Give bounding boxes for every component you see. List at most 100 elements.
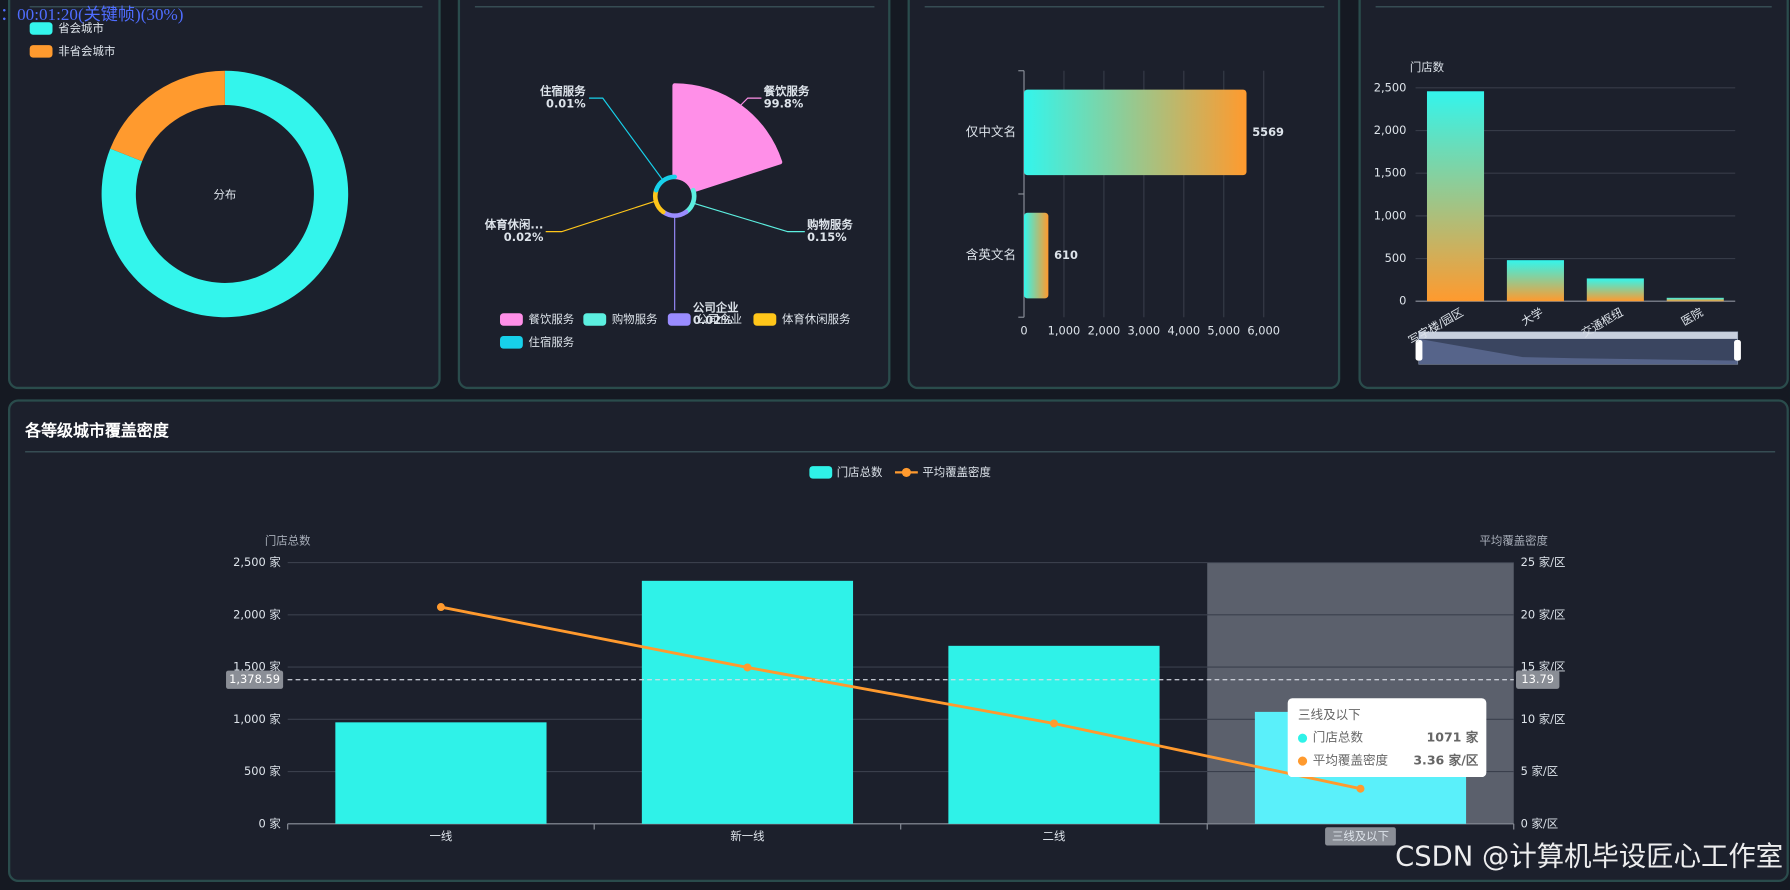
y-tick-label: 1,500 [1374, 166, 1407, 180]
x-tick-label: 2,000 [1088, 323, 1121, 337]
bar [1506, 260, 1564, 302]
y-tick-label: 2,000 家 [233, 607, 281, 621]
slice-name: 体育休闲... [485, 217, 544, 231]
bar [1586, 278, 1644, 302]
bar [1023, 212, 1049, 299]
y-axis-title: 门店总数 [265, 533, 311, 547]
x-tick-label: 6,000 [1247, 323, 1280, 337]
legend-label: 住宿服务 [529, 335, 575, 349]
legend-label: 省会城市 [58, 21, 104, 35]
y-tick-label: 仅中文名 [966, 124, 1016, 139]
leader-line [545, 200, 657, 233]
video-overlay: ：00:01:20(关键帧)(30%) [0, 5, 183, 24]
zoom-shadow [1418, 338, 1738, 364]
legend-swatch [667, 313, 691, 326]
legend-label: 餐饮服务 [529, 312, 575, 326]
y-tick-label: 500 [1385, 251, 1407, 265]
bar [641, 580, 854, 824]
watermark: CSDN @计算机毕设匠心工作室 [1395, 842, 1783, 873]
y-tick-label: 1,000 [1374, 208, 1407, 222]
y2-axis-title: 平均覆盖密度 [1480, 533, 1548, 547]
tooltip-dot [1297, 756, 1308, 766]
y-tick-label: 0 [1399, 294, 1406, 308]
tooltip-value: 3.36 家/区 [1413, 753, 1478, 768]
y2-tick-label: 15 家/区 [1521, 660, 1566, 674]
x-tick-label: 三线及以下 [1332, 829, 1389, 843]
rose-slice [672, 83, 783, 193]
mark-label-box [1516, 670, 1560, 689]
tooltip-name: 平均覆盖密度 [1313, 753, 1389, 768]
slice-value: 0.01% [546, 96, 586, 110]
zoom-handle[interactable] [1734, 340, 1741, 361]
legend-label: 门店总数 [837, 465, 883, 479]
leader-line [739, 97, 762, 107]
legend-swatch [500, 336, 523, 349]
slice-name: 购物服务 [807, 217, 853, 231]
bar [1023, 89, 1247, 176]
legend-swatch [753, 313, 777, 326]
slice-value: 99.8% [764, 96, 804, 110]
y-tick-label: 500 家 [244, 764, 281, 778]
legend-swatch [29, 22, 53, 35]
line-point [1356, 784, 1365, 793]
line-point [1049, 719, 1058, 728]
y2-tick-label: 20 家/区 [1521, 607, 1566, 621]
donut-slice [110, 70, 225, 162]
y-axis-title: 门店数 [1410, 60, 1445, 74]
leader-line [589, 97, 663, 180]
y-tick-label: 0 家 [259, 816, 282, 830]
legend-label: 购物服务 [612, 312, 658, 326]
slice-value: 0.15% [807, 230, 847, 244]
y-tick-label: 2,000 [1374, 123, 1407, 137]
tooltip-value: 1071 家 [1426, 730, 1478, 745]
bar-value-label: 5569 [1252, 125, 1284, 139]
legend-swatch [583, 313, 607, 326]
line-series [440, 605, 1361, 791]
bar [1426, 91, 1485, 302]
y2-tick-label: 10 家/区 [1521, 712, 1566, 726]
axis-label-highlight [1325, 827, 1396, 846]
rose-slice [653, 174, 677, 193]
y-tick-label: 2,500 [1374, 80, 1407, 94]
legend-swatch [809, 466, 833, 479]
x-tick-label: 1,000 [1048, 323, 1081, 337]
legend-swatch [500, 313, 523, 326]
y-tick-label: 1,500 家 [233, 660, 281, 674]
slice-name: 餐饮服务 [763, 84, 810, 98]
line-point [436, 603, 445, 612]
mark-label: 13.79 [1521, 672, 1554, 686]
legend-label: 公司企业 [696, 312, 742, 326]
tooltip-title: 三线及以下 [1298, 707, 1361, 722]
y2-tick-label: 0 家/区 [1521, 816, 1559, 830]
tooltip [1287, 698, 1487, 778]
panel [457, 0, 891, 390]
mark-label: 1,378.59 [229, 672, 280, 686]
zoom-slider-bar [1418, 332, 1738, 339]
panel [7, 0, 441, 390]
x-tick-label: 一线 [430, 829, 453, 843]
tooltip-dot [1297, 733, 1308, 743]
y-tick-label: 1,000 家 [233, 712, 281, 726]
x-tick-label: 新一线 [730, 829, 764, 843]
x-tick-label: 3,000 [1128, 323, 1161, 337]
zoom-handle[interactable] [1415, 340, 1423, 361]
y-tick-label: 2,500 家 [233, 555, 281, 569]
legend-swatch [29, 45, 53, 58]
donut-center-label: 分布 [213, 188, 236, 202]
slice-name: 住宿服务 [540, 84, 586, 98]
leader-line [692, 202, 805, 233]
legend-label: 非省会城市 [58, 44, 115, 58]
y2-tick-label: 25 家/区 [1521, 555, 1566, 569]
slice-value: 0.02% [504, 230, 544, 244]
slice-value: 0.02% [693, 313, 733, 327]
x-tick-label: 0 [1020, 323, 1027, 337]
bar [335, 722, 547, 824]
x-tick-label: 二线 [1043, 829, 1066, 843]
slice-name: 公司企业 [693, 301, 739, 315]
mark-label-box [226, 670, 284, 689]
legend-label: 体育休闲服务 [782, 312, 850, 326]
y2-tick-label: 5 家/区 [1521, 764, 1559, 778]
line-point [743, 663, 752, 672]
chart-title: 各等级城市覆盖密度 [24, 421, 170, 440]
